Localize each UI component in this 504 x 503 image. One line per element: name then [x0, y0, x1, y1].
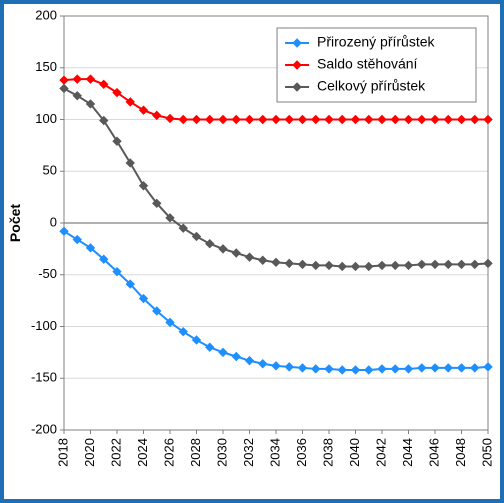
y-tick-label: 0 — [50, 214, 57, 229]
y-tick-label: -150 — [31, 370, 57, 385]
x-tick-label: 2040 — [347, 438, 362, 467]
x-tick-label: 2030 — [214, 438, 229, 467]
x-tick-label: 2020 — [82, 438, 97, 467]
legend-label: Přirozený přírůstek — [317, 34, 435, 50]
x-tick-label: 2028 — [188, 438, 203, 467]
population-growth-chart: -200 -150 -100 -50 0 50 100 150 200 Počet 2018 2020… — [0, 0, 504, 503]
x-tick-label: 2034 — [267, 438, 282, 467]
x-tick-label: 2044 — [400, 438, 415, 467]
x-tick-label: 2036 — [294, 438, 309, 467]
y-tick-label: -200 — [31, 421, 57, 436]
y-tick-label: 200 — [35, 7, 57, 22]
x-tick-label: 2048 — [453, 438, 468, 467]
x-tick-label: 2024 — [135, 438, 150, 467]
x-tick-label: 2050 — [479, 438, 494, 467]
legend-label: Celkový přírůstek — [317, 78, 426, 94]
y-tick-label: 50 — [43, 163, 57, 178]
y-tick-label: 150 — [35, 59, 57, 74]
x-tick-label: 2042 — [373, 438, 388, 467]
x-tick-label: 2022 — [108, 438, 123, 467]
x-tick-label: 2018 — [55, 438, 70, 467]
y-tick-label: 100 — [35, 111, 57, 126]
x-tick-label: 2046 — [426, 438, 441, 467]
legend-label: Saldo stěhování — [317, 56, 418, 72]
y-tick-label: -50 — [38, 266, 57, 281]
x-tick-label: 2026 — [161, 438, 176, 467]
y-tick-label: -100 — [31, 318, 57, 333]
x-tick-label: 2032 — [241, 438, 256, 467]
x-tick-label: 2038 — [320, 438, 335, 467]
legend: Přirozený přírůstek Saldo stěhování Celkov… — [277, 28, 476, 102]
y-axis-label: Počet — [7, 204, 23, 242]
